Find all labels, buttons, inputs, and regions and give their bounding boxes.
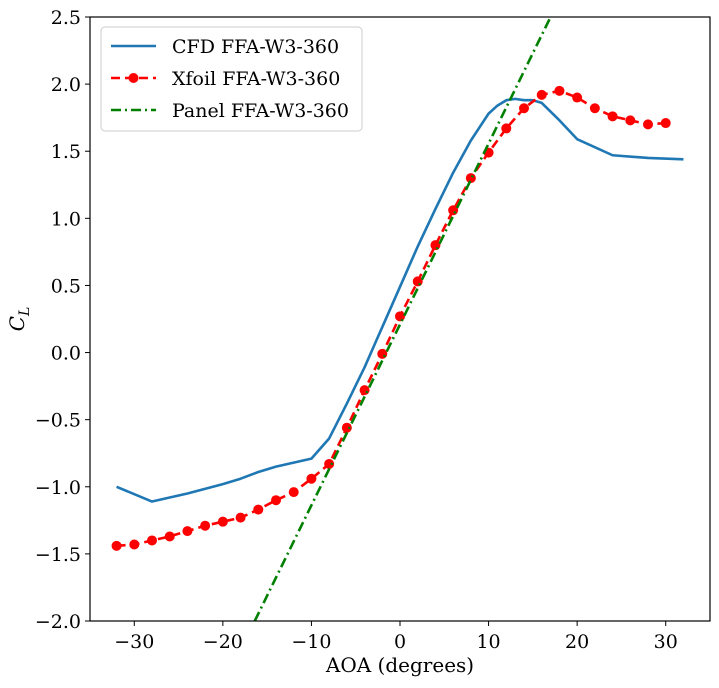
series-1 — [111, 85, 671, 551]
series-point — [377, 348, 388, 359]
x-tick-label: 30 — [654, 631, 678, 653]
x-tick-label: 10 — [476, 631, 500, 653]
ticks-layer: −30 −20 −10 0 10 20 30 −2.0 −1.5 −1.0 −0.5 0.0 0.5 1.… — [35, 7, 678, 653]
y-axis-label-subscript: L — [17, 307, 33, 317]
series-point — [217, 516, 228, 527]
x-tick-label: −10 — [291, 631, 331, 653]
series-point — [430, 240, 441, 251]
series-point — [519, 103, 529, 114]
y-tick-label: 2.5 — [51, 7, 81, 29]
series-point — [625, 115, 636, 126]
series-2 — [253, 17, 552, 621]
y-tick-label: −0.5 — [35, 410, 81, 432]
x-tick-label: 20 — [565, 631, 589, 653]
y-axis-label-main: C — [5, 316, 29, 331]
legend-label: CFD FFA-W3-360 — [172, 36, 339, 58]
series-line — [116, 89, 666, 548]
series-point — [182, 526, 193, 537]
y-axis-label: CL — [5, 307, 33, 332]
y-tick-label: 2.0 — [51, 74, 81, 96]
series-point — [235, 512, 246, 523]
legend-box — [100, 26, 363, 132]
series-point — [501, 123, 512, 134]
y-tick-label: 1.0 — [51, 208, 81, 230]
series-point — [164, 531, 175, 542]
series-point — [253, 504, 264, 515]
series-0 — [116, 97, 684, 503]
legend-label: Panel FFA-W3-360 — [172, 100, 349, 122]
series-point — [412, 276, 423, 287]
series-layer — [111, 17, 684, 621]
series-line — [253, 17, 552, 621]
y-tick-label: 1.5 — [51, 141, 81, 163]
y-tick-label: −1.5 — [35, 544, 81, 566]
series-point — [324, 458, 335, 469]
legend-marker — [128, 73, 139, 83]
x-axis-label: AOA (degrees) — [325, 653, 474, 677]
legend-items: CFD FFA-W3-360 Xfoil FFA-W3-360 Panel FFA-… — [111, 36, 349, 122]
series-point — [147, 535, 157, 546]
series-point — [572, 92, 583, 103]
series-point — [288, 487, 299, 498]
series-point — [589, 103, 600, 114]
series-point — [465, 173, 476, 184]
series-point — [200, 520, 211, 531]
legend-label: Xfoil FFA-W3-360 — [172, 68, 340, 90]
series-point — [643, 119, 653, 130]
y-tick-label: −1.0 — [35, 477, 81, 499]
series-point — [395, 311, 405, 322]
legend: CFD FFA-W3-360 Xfoil FFA-W3-360 Panel FFA-… — [100, 26, 363, 132]
series-line — [116, 97, 684, 503]
series-point — [660, 118, 671, 129]
series-point — [306, 473, 317, 484]
y-tick-label: 0.5 — [51, 275, 81, 297]
series-point — [271, 495, 281, 506]
series-point — [341, 422, 352, 433]
series-point — [359, 385, 370, 396]
x-tick-label: 0 — [394, 631, 406, 653]
series-point — [111, 540, 122, 551]
series-point — [607, 111, 618, 122]
y-tick-label: −2.0 — [35, 611, 81, 633]
x-tick-label: −30 — [114, 631, 154, 653]
series-point — [536, 89, 547, 100]
series-point — [129, 539, 140, 550]
series-point — [554, 85, 565, 96]
y-tick-label: 0.0 — [51, 343, 81, 365]
x-tick-label: −20 — [203, 631, 243, 653]
